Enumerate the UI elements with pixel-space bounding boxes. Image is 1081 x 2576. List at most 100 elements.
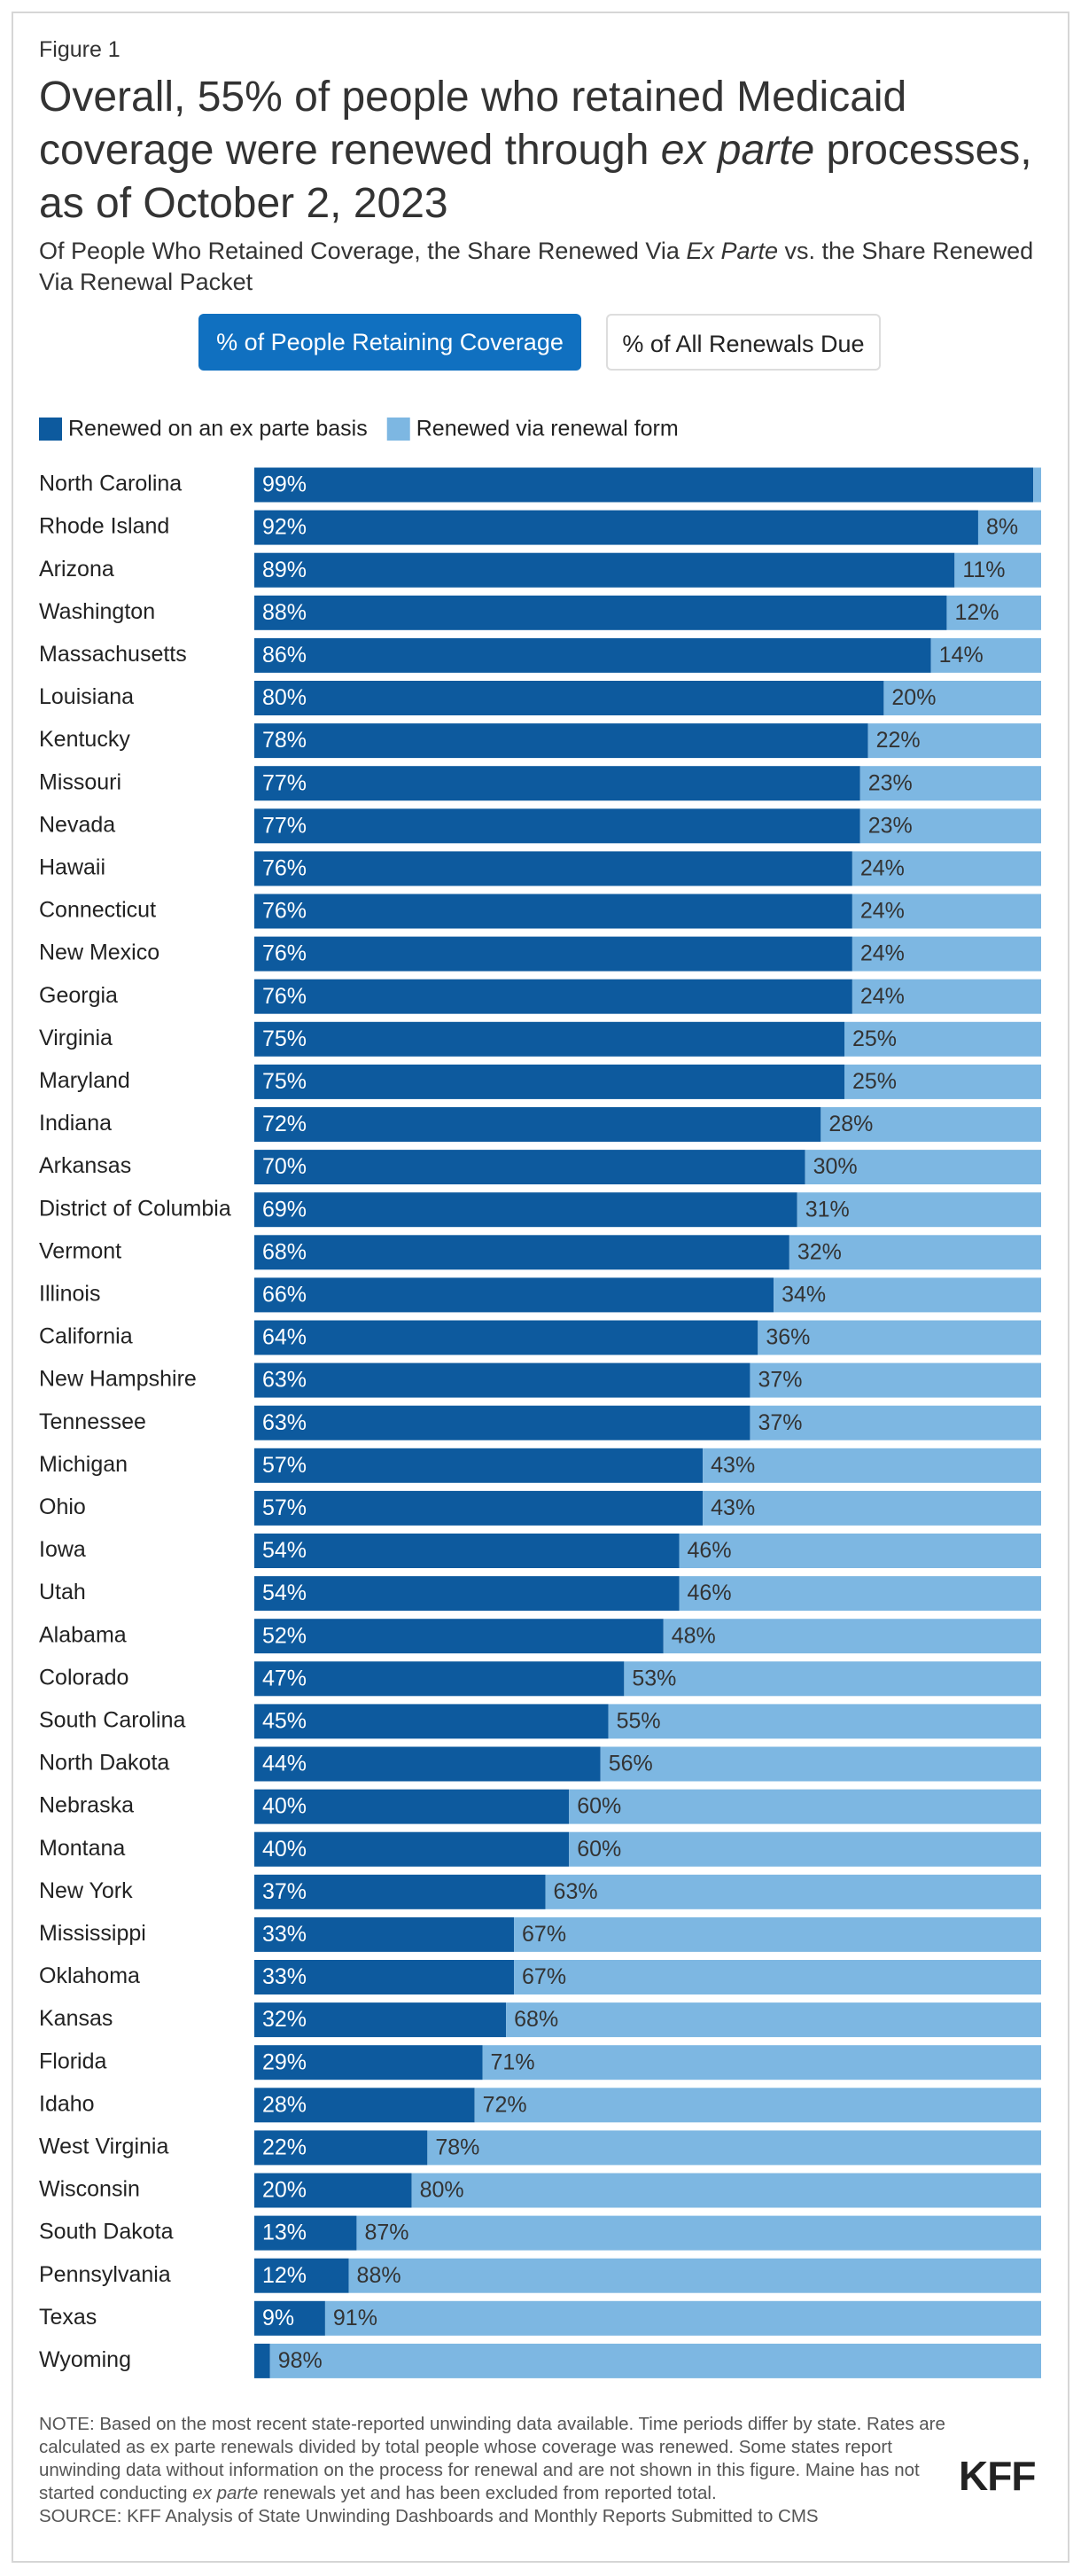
value-label: 43% xyxy=(711,1453,755,1478)
bar-segment xyxy=(750,1362,1041,1398)
value-label: 89% xyxy=(262,558,307,582)
bar-segment xyxy=(844,1021,1041,1057)
value-label: 60% xyxy=(577,1794,621,1819)
bar-segment xyxy=(977,510,1041,545)
bar-segment xyxy=(254,723,868,759)
bar-segment xyxy=(883,681,1041,715)
value-label: 71% xyxy=(491,2049,535,2074)
bar-segment xyxy=(254,1021,844,1057)
bar-segment xyxy=(758,1320,1041,1355)
bar-segment xyxy=(254,1619,664,1654)
value-label: 44% xyxy=(262,1752,307,1776)
bar-segment xyxy=(774,1277,1041,1313)
value-label: 22% xyxy=(876,728,921,753)
bar-segment xyxy=(254,552,955,588)
bar-segment xyxy=(852,936,1041,972)
category-label: Vermont xyxy=(39,1238,121,1263)
value-label: 57% xyxy=(262,1453,307,1478)
value-label: 72% xyxy=(262,1112,307,1136)
bar-segment xyxy=(624,1661,1041,1697)
bar-segment xyxy=(254,2088,475,2123)
value-label: 46% xyxy=(688,1581,732,1605)
bar-segment xyxy=(269,2343,1041,2378)
legend-swatch xyxy=(39,418,62,441)
value-label: 40% xyxy=(262,1794,307,1819)
title: Overall, 55% of people who retained Medi… xyxy=(39,71,1049,230)
toggle-button[interactable]: % of People Retaining Coverage xyxy=(198,314,581,371)
note-italic: ex parte xyxy=(192,2483,259,2503)
value-label: 64% xyxy=(262,1325,307,1350)
category-label: Illinois xyxy=(39,1282,100,1307)
bar-segment xyxy=(482,2045,1041,2080)
value-label: 22% xyxy=(262,2135,307,2160)
source: SOURCE: KFF Analysis of State Unwinding … xyxy=(39,2506,819,2526)
bar-segment xyxy=(254,2258,349,2293)
value-label: 36% xyxy=(766,1325,810,1350)
subtitle-text: vs. the Share Renewed Via Renewal Packet xyxy=(39,238,1034,295)
value-label: 75% xyxy=(262,1026,307,1051)
value-label: 63% xyxy=(262,1368,307,1393)
category-label: Idaho xyxy=(39,2091,95,2116)
bar-segment xyxy=(703,1490,1041,1526)
bar-segment xyxy=(254,851,852,886)
logo: KFF xyxy=(959,2453,1036,2499)
bar-segment xyxy=(254,1661,625,1697)
bar-segment xyxy=(254,467,1034,503)
bar-segment xyxy=(254,1576,680,1612)
bar-segment xyxy=(254,2173,412,2208)
value-label: 25% xyxy=(852,1069,897,1094)
bar-segment xyxy=(703,1448,1041,1483)
category-label: Nevada xyxy=(39,812,115,837)
note-text: renewals yet and has been excluded from … xyxy=(258,2483,717,2503)
category-label: Georgia xyxy=(39,983,118,1008)
category-label: Alabama xyxy=(39,1622,127,1647)
bar-segment xyxy=(254,2130,428,2166)
category-label: West Virginia xyxy=(39,2135,168,2159)
bar-segment xyxy=(1033,467,1041,503)
value-label: 46% xyxy=(688,1538,732,1563)
category-label: Arkansas xyxy=(39,1153,131,1178)
title-text: Overall, 55% of people who retained Medi… xyxy=(39,74,907,174)
value-label: 76% xyxy=(262,899,307,924)
value-label: 53% xyxy=(632,1666,676,1690)
title-text: processes, as of October 2, 2023 xyxy=(39,127,1032,227)
bar-segment xyxy=(254,1064,844,1099)
value-label: 76% xyxy=(262,941,307,966)
value-label: 34% xyxy=(782,1283,826,1308)
bar-segment xyxy=(254,1960,515,1994)
bar-segment xyxy=(514,1960,1041,1994)
bar-segment xyxy=(254,2215,357,2251)
note: NOTE: Based on the most recent state-rep… xyxy=(39,2413,960,2528)
value-label: 24% xyxy=(860,984,905,1009)
bar-segment xyxy=(474,2088,1041,2123)
figure-label: Figure 1 xyxy=(39,37,121,62)
chart: Renewed on an ex parte basis Renewed via … xyxy=(39,417,1042,2378)
value-label: 99% xyxy=(262,472,307,497)
category-label: Oklahoma xyxy=(39,1963,140,1988)
bar-segment xyxy=(254,2002,507,2038)
value-label: 54% xyxy=(262,1581,307,1605)
bar-segment xyxy=(254,1490,704,1526)
category-label: Florida xyxy=(39,2049,107,2073)
value-label: 91% xyxy=(333,2306,377,2330)
toggle-button[interactable]: % of All Renewals Due xyxy=(606,314,881,371)
bar-segment xyxy=(254,1874,546,1909)
bar-segment xyxy=(930,637,1041,673)
category-label: Wyoming xyxy=(39,2347,131,2372)
bar-segment xyxy=(254,936,852,972)
value-label: 88% xyxy=(262,600,307,625)
bar-segment xyxy=(427,2130,1041,2166)
note-text: NOTE: Based on the most recent state-rep… xyxy=(39,2414,945,2503)
value-label: 78% xyxy=(262,728,307,753)
value-label: 25% xyxy=(852,1026,897,1051)
bar-segment xyxy=(679,1576,1041,1612)
value-label: 75% xyxy=(262,1069,307,1094)
category-label: North Carolina xyxy=(39,472,182,496)
value-label: 78% xyxy=(435,2135,479,2160)
bar-segment xyxy=(254,1746,601,1782)
category-label: Kentucky xyxy=(39,727,130,752)
bar-segment xyxy=(569,1831,1041,1867)
value-label: 56% xyxy=(609,1752,653,1776)
bar-segment xyxy=(805,1150,1041,1185)
